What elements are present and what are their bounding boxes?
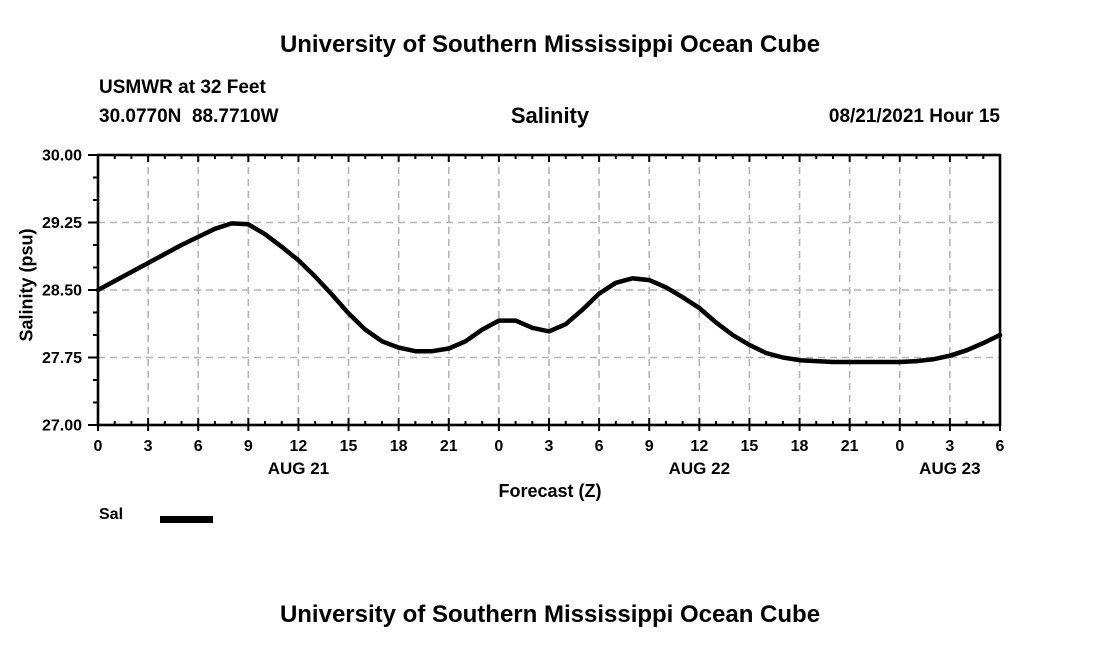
x-date-label: AUG 21 bbox=[268, 459, 329, 478]
y-tick-label: 27.75 bbox=[42, 350, 82, 367]
x-tick-label: 6 bbox=[194, 438, 203, 455]
salinity-plot: 0 3 6 9 12 15 18 21 0 3 6 9 12 15 18 21 0 3 6 27.00 27.75 28.… bbox=[42, 148, 1005, 479]
salinity-curve bbox=[95, 221, 1003, 365]
top-title: University of Southern Mississippi Ocean… bbox=[279, 31, 821, 58]
x-tick-label: 15 bbox=[340, 438, 358, 455]
y-tick-label: 29.25 bbox=[42, 215, 82, 232]
x-date-label: AUG 22 bbox=[669, 459, 730, 478]
x-tick-label: 6 bbox=[996, 438, 1005, 455]
x-tick-label: 0 bbox=[895, 438, 904, 455]
chart-title: Salinity bbox=[510, 103, 590, 128]
x-tick-label: 0 bbox=[94, 438, 103, 455]
bottom-title: University of Southern Mississippi Ocean… bbox=[279, 601, 821, 628]
legend-label: Sal bbox=[99, 506, 124, 523]
y-tick-label: 27.00 bbox=[42, 418, 82, 435]
station-name: USMWR at 32 Feet bbox=[99, 77, 266, 98]
station-coordinates: 30.0770N 88.7710W bbox=[99, 106, 279, 127]
x-tick-label: 12 bbox=[690, 438, 708, 455]
x-tick-label: 9 bbox=[645, 438, 654, 455]
x-tick-label: 3 bbox=[545, 438, 554, 455]
x-tick-label: 18 bbox=[390, 438, 408, 455]
x-tick-label: 0 bbox=[494, 438, 503, 455]
run-timestamp: 08/21/2021 Hour 15 bbox=[828, 106, 1000, 127]
x-tick-label: 3 bbox=[144, 438, 153, 455]
legend-swatch bbox=[160, 516, 213, 523]
x-date-label: AUG 23 bbox=[919, 459, 980, 478]
x-tick-label: 18 bbox=[791, 438, 809, 455]
x-tick-label: 9 bbox=[244, 438, 253, 455]
x-axis-label: Forecast (Z) bbox=[498, 481, 602, 501]
y-tick-label: 28.50 bbox=[42, 283, 82, 300]
y-tick-label: 30.00 bbox=[42, 148, 82, 165]
x-tick-label: 15 bbox=[741, 438, 759, 455]
x-tick-label: 12 bbox=[290, 438, 308, 455]
x-tick-label: 6 bbox=[595, 438, 604, 455]
x-tick-label: 3 bbox=[945, 438, 954, 455]
x-tick-label: 21 bbox=[841, 438, 859, 455]
x-tick-label: 21 bbox=[440, 438, 458, 455]
